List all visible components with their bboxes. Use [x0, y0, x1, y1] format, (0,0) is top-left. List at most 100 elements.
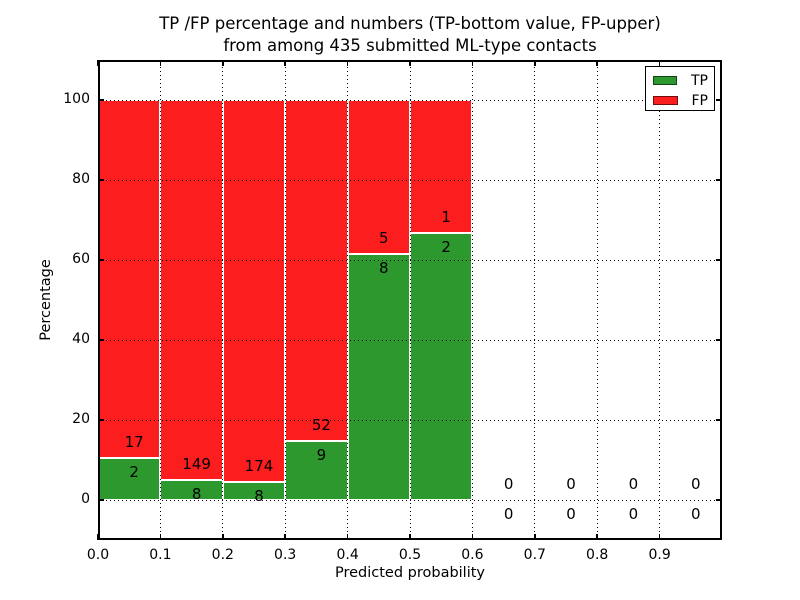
x-tick-mark	[222, 534, 224, 540]
tp-bar-segment	[410, 233, 473, 500]
y-tick-mark-right	[716, 99, 722, 101]
tp-count-label: 2	[441, 238, 451, 257]
x-tick-mark-top	[284, 60, 286, 66]
tp-count-label: 0	[691, 505, 701, 523]
fp-bar-segment	[285, 100, 348, 441]
tp-count-label: 8	[254, 487, 264, 506]
x-tick-mark-top	[534, 60, 536, 66]
x-tick-label: 0.4	[336, 547, 359, 563]
plot-area: 0.0 0.1 0.2 0.3 0.4 0.5 0.6 0.7 0.8 0.9 0 20 40 60 80 1…	[63, 60, 722, 563]
x-tick-label: 0.1	[149, 547, 172, 563]
x-tick-mark	[346, 534, 349, 540]
vertical-gridline	[284, 60, 286, 540]
y-tick-label: 100	[63, 91, 90, 107]
tp-bar-segment	[222, 482, 286, 500]
fp-count-label: 149	[182, 454, 211, 473]
tp-count-label: 0	[566, 505, 576, 523]
vertical-gridline	[347, 60, 349, 540]
vertical-gridline	[471, 60, 473, 540]
x-tick-mark	[97, 534, 99, 540]
y-tick-mark	[98, 99, 104, 101]
legend-row: FP	[653, 92, 708, 109]
y-tick-mark	[98, 499, 104, 501]
legend-swatch-tp	[653, 76, 677, 85]
x-tick-label: 0.6	[461, 547, 484, 563]
x-tick-mark-top	[471, 60, 474, 66]
x-axis-label: Predicted probability	[334, 565, 486, 581]
fp-count-label: 1	[441, 208, 451, 227]
tp-bar-segment	[285, 440, 348, 500]
y-tick-mark	[98, 179, 104, 181]
tp-count-label: 2	[129, 462, 139, 481]
y-tick-mark	[98, 259, 104, 261]
fp-count-label: 0	[628, 475, 639, 493]
y-tick-mark-right	[716, 419, 722, 421]
chart-title-line2: from among 435 submitted ML-type contact…	[223, 36, 597, 55]
x-tick-mark-top	[658, 60, 661, 66]
fp-count-label: 17	[124, 432, 144, 451]
y-tick-mark-right	[716, 179, 722, 181]
tp-count-label: 8	[191, 484, 202, 503]
x-tick-mark-top	[346, 60, 349, 66]
y-tick-label: 0	[81, 491, 90, 507]
vertical-gridline	[534, 60, 536, 540]
fp-count-label: 174	[244, 457, 274, 476]
fp-count-label: 0	[566, 475, 576, 493]
tp-bar-segment	[347, 253, 410, 500]
vertical-gridline	[409, 60, 411, 540]
vertical-gridline	[222, 60, 224, 540]
x-tick-mark-top	[409, 60, 411, 66]
x-tick-mark-top	[97, 60, 99, 66]
x-tick-label: 0.7	[523, 547, 546, 563]
x-tick-mark	[409, 534, 411, 540]
tp-bar-segment	[160, 479, 223, 500]
x-tick-label: 0.8	[586, 547, 609, 563]
fp-bar-segment	[160, 100, 223, 480]
fp-count-label: 5	[379, 228, 389, 247]
tp-count-label: 0	[503, 505, 514, 523]
y-tick-mark-right	[716, 499, 722, 501]
chart-title: TP /FP percentage and numbers (TP-bottom…	[58, 13, 762, 57]
y-tick-mark	[98, 339, 104, 341]
fp-bar-segment	[222, 100, 286, 483]
y-axis-label: Percentage	[38, 259, 54, 341]
x-tick-mark-top	[159, 60, 162, 66]
x-tick-mark	[596, 534, 598, 540]
y-tick-label: 40	[72, 331, 90, 347]
tp-count-label: 0	[628, 505, 639, 523]
fp-bar-segment	[347, 100, 410, 254]
x-tick-mark	[159, 534, 162, 540]
tp-count-label: 9	[316, 445, 327, 464]
tp-count-label: 8	[379, 258, 389, 277]
x-tick-mark	[658, 534, 661, 540]
vertical-gridline	[659, 60, 661, 540]
legend-swatch-fp	[653, 96, 678, 105]
y-tick-label: 20	[72, 411, 90, 427]
fp-bar-segment	[98, 100, 161, 458]
x-tick-mark	[284, 534, 286, 540]
fp-count-label: 0	[503, 475, 514, 493]
x-tick-mark	[534, 534, 536, 540]
x-tick-label: 0.3	[274, 547, 297, 563]
chart-title-line1: TP /FP percentage and numbers (TP-bottom…	[159, 14, 661, 33]
vertical-gridline	[159, 60, 161, 540]
x-tick-label: 0.5	[398, 547, 422, 563]
fp-count-label: 52	[311, 415, 331, 434]
y-tick-label: 80	[72, 171, 90, 187]
x-tick-mark-top	[596, 60, 598, 66]
y-tick-mark-right	[716, 259, 722, 261]
y-tick-mark	[98, 419, 104, 421]
x-tick-mark-top	[222, 60, 224, 66]
x-tick-label: 0.0	[86, 547, 110, 563]
legend-row: TP	[653, 72, 708, 89]
x-tick-label: 0.2	[211, 547, 234, 563]
y-tick-mark-right	[716, 339, 722, 341]
legend-label: TP	[691, 72, 708, 89]
x-tick-label: 0.9	[648, 547, 671, 563]
legend: TP FP	[645, 66, 715, 111]
fp-bar-segment	[410, 100, 473, 234]
x-tick-mark	[471, 534, 474, 540]
y-tick-label: 60	[72, 251, 90, 267]
legend-label: FP	[691, 92, 709, 109]
